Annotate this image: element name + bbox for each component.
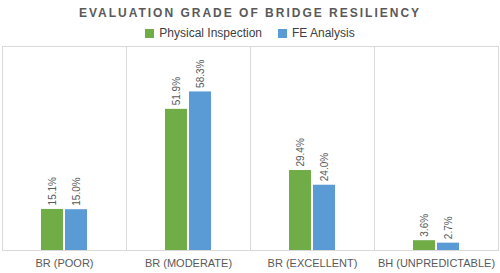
svg-text:15.1%: 15.1% (47, 177, 58, 205)
svg-text:29.4%: 29.4% (295, 138, 306, 166)
html-text:Physical Inspection: Physical Inspection (159, 26, 262, 40)
svg-text:51.9%: 51.9% (171, 77, 182, 105)
svg-text:24.0%: 24.0% (319, 153, 330, 181)
html-text:FE Analysis: FE Analysis (292, 26, 355, 40)
svg-text:58.3%: 58.3% (195, 59, 206, 87)
svg-text:BR (EXCELLENT): BR (EXCELLENT) (268, 257, 358, 269)
svg-text:BH (UNPREDICTABLE): BH (UNPREDICTABLE) (378, 257, 495, 269)
svg-text:2.7%: 2.7% (443, 216, 454, 239)
svg-text:3.6%: 3.6% (419, 214, 430, 237)
svg-text:BR (POOR): BR (POOR) (35, 257, 93, 269)
html-text:EVALUATION GRADE OF BRIDGE RES: EVALUATION GRADE OF BRIDGE RESILIENCY (78, 6, 422, 20)
svg-text:15.0%: 15.0% (71, 177, 82, 205)
svg-text:BR (MODERATE): BR (MODERATE) (145, 257, 232, 269)
